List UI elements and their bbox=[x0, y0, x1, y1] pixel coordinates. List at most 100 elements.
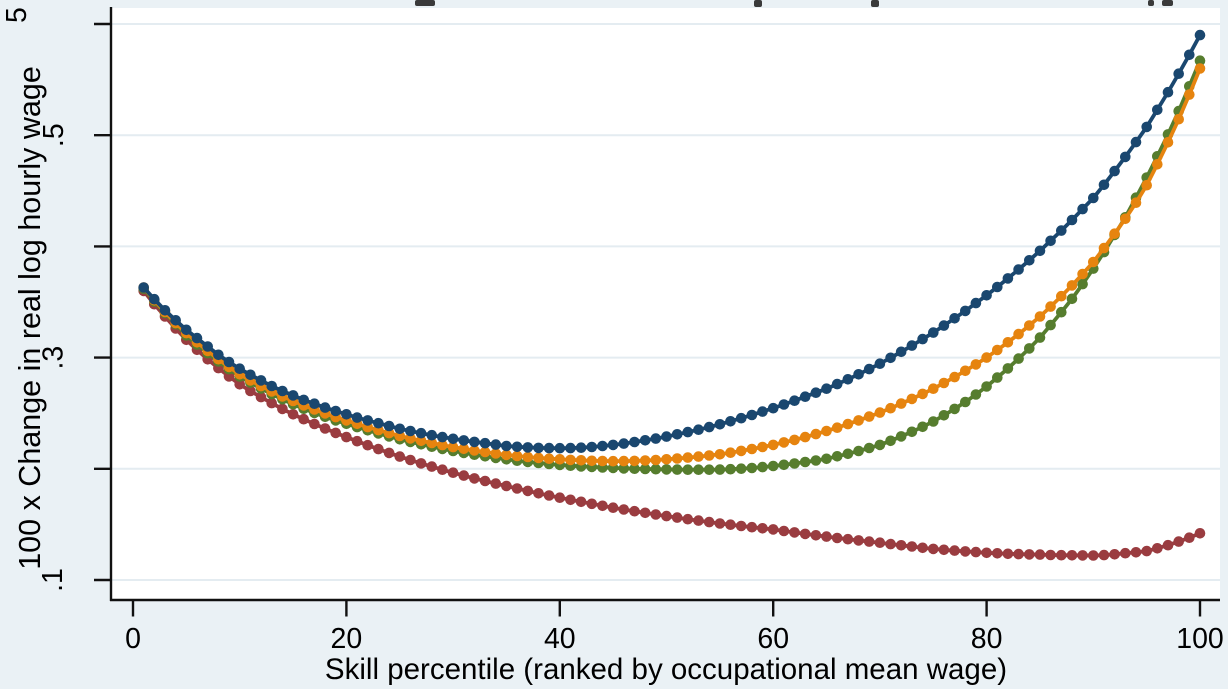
data-point bbox=[671, 512, 683, 523]
data-point bbox=[1077, 278, 1088, 290]
data-point bbox=[458, 435, 470, 446]
data-point bbox=[778, 525, 790, 537]
data-point bbox=[1184, 532, 1195, 543]
data-point bbox=[1013, 353, 1024, 364]
data-point bbox=[234, 363, 245, 375]
data-point bbox=[255, 375, 267, 386]
data-point bbox=[885, 352, 896, 364]
data-point bbox=[703, 516, 715, 528]
data-point bbox=[1141, 545, 1152, 557]
data-point bbox=[426, 429, 438, 441]
data-point bbox=[746, 521, 758, 533]
data-point bbox=[661, 464, 672, 475]
data-point bbox=[1002, 548, 1014, 560]
data-point bbox=[1162, 539, 1174, 551]
data-point bbox=[426, 461, 438, 472]
data-point bbox=[1034, 311, 1046, 322]
data-point bbox=[1184, 89, 1195, 100]
data-point bbox=[575, 442, 587, 454]
data-point bbox=[309, 418, 320, 430]
clipped-title-fragment bbox=[871, 0, 879, 7]
data-point bbox=[831, 532, 843, 544]
data-point bbox=[906, 340, 918, 351]
data-point bbox=[479, 437, 491, 449]
data-point bbox=[789, 434, 800, 446]
data-point bbox=[447, 441, 459, 453]
data-point bbox=[1077, 268, 1088, 280]
data-point bbox=[746, 443, 758, 455]
data-point bbox=[533, 442, 544, 454]
data-point bbox=[938, 377, 950, 389]
clipped-title-fragment bbox=[1148, 0, 1154, 6]
data-point bbox=[1120, 547, 1131, 559]
data-point bbox=[949, 403, 960, 415]
data-point bbox=[714, 518, 726, 529]
data-point bbox=[629, 455, 640, 467]
data-point bbox=[298, 413, 310, 425]
data-point bbox=[1173, 113, 1184, 125]
data-point bbox=[1173, 68, 1184, 79]
data-point bbox=[1130, 136, 1142, 148]
data-point bbox=[981, 352, 992, 363]
data-point bbox=[693, 451, 704, 462]
data-point bbox=[1045, 549, 1056, 561]
data-point bbox=[970, 389, 982, 400]
data-point bbox=[842, 418, 854, 430]
data-point bbox=[1056, 225, 1067, 236]
data-point bbox=[895, 346, 907, 358]
data-point bbox=[799, 528, 811, 540]
x-tick-label-20: 20 bbox=[331, 623, 363, 655]
data-point bbox=[735, 520, 747, 532]
data-point bbox=[1056, 306, 1067, 318]
data-point bbox=[1066, 214, 1078, 226]
data-point bbox=[426, 437, 438, 449]
data-point bbox=[885, 435, 896, 447]
data-point bbox=[586, 455, 598, 467]
data-point bbox=[863, 536, 875, 547]
data-point bbox=[960, 305, 971, 317]
data-point bbox=[928, 543, 939, 555]
data-point bbox=[255, 391, 267, 403]
data-point bbox=[597, 455, 608, 467]
gridlines bbox=[112, 23, 1220, 581]
data-point bbox=[928, 327, 939, 338]
data-point bbox=[1034, 549, 1046, 560]
data-point bbox=[810, 530, 822, 541]
data-point bbox=[821, 453, 832, 465]
series-layer bbox=[138, 29, 1206, 561]
data-point bbox=[533, 452, 544, 464]
data-point bbox=[287, 390, 299, 401]
data-point bbox=[938, 410, 950, 421]
data-point bbox=[906, 393, 918, 405]
data-point bbox=[1002, 363, 1014, 374]
data-point bbox=[1152, 543, 1163, 554]
data-point bbox=[874, 407, 886, 418]
data-point bbox=[1045, 319, 1056, 331]
clipped-title-fragment bbox=[754, 0, 762, 7]
data-point bbox=[479, 475, 491, 487]
data-point bbox=[330, 405, 342, 417]
data-point bbox=[1013, 548, 1024, 560]
data-point bbox=[639, 463, 651, 475]
data-point bbox=[789, 458, 800, 469]
data-point bbox=[714, 449, 726, 460]
data-point bbox=[1024, 254, 1035, 266]
x-tick-labels: 0 20 40 60 80 100 bbox=[125, 623, 1224, 655]
data-point bbox=[469, 445, 480, 456]
data-point bbox=[1024, 320, 1035, 331]
series-line-maroon bbox=[142, 289, 1201, 558]
data-point bbox=[1002, 337, 1014, 348]
data-point bbox=[928, 416, 939, 427]
series-line-dark-orange bbox=[142, 67, 1202, 464]
data-point bbox=[394, 451, 406, 462]
data-point bbox=[501, 449, 512, 461]
data-point bbox=[757, 406, 768, 417]
data-point bbox=[629, 436, 640, 448]
data-point bbox=[895, 540, 907, 551]
data-point bbox=[671, 464, 683, 475]
data-point bbox=[1120, 151, 1131, 163]
data-point bbox=[1109, 228, 1120, 239]
data-point bbox=[789, 527, 800, 538]
data-point bbox=[821, 383, 832, 395]
data-point bbox=[586, 498, 598, 510]
